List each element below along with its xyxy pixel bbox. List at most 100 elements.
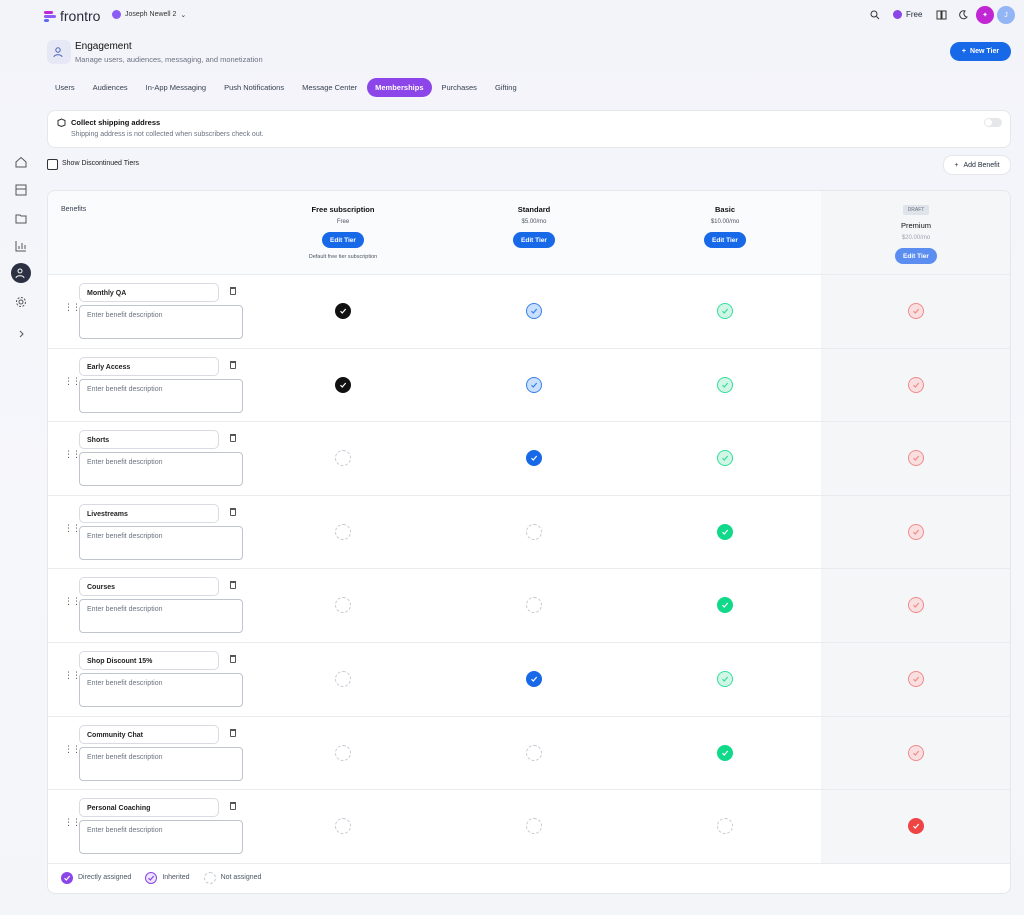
benefit-inherited[interactable] bbox=[908, 744, 924, 761]
benefit-inherited[interactable] bbox=[717, 303, 733, 319]
delete-icon[interactable] bbox=[230, 655, 236, 663]
benefit-inherited[interactable] bbox=[717, 671, 733, 687]
benefit-name-input[interactable]: Courses bbox=[79, 577, 219, 597]
tab[interactable]: Memberships bbox=[367, 78, 432, 97]
drag-handle: ⋮⋮ bbox=[64, 596, 81, 607]
discontinued-checkbox[interactable] bbox=[47, 159, 58, 170]
tier-price: $10.00/mo bbox=[710, 219, 740, 225]
benefit-inherited[interactable] bbox=[526, 376, 542, 393]
tab[interactable]: In-App Messaging bbox=[145, 83, 207, 92]
shipping-toggle[interactable] bbox=[984, 118, 1002, 127]
benefit-direct[interactable] bbox=[717, 523, 733, 540]
layout-icon[interactable] bbox=[15, 184, 27, 196]
delete-icon[interactable] bbox=[230, 728, 236, 737]
tab[interactable]: Push Notifications bbox=[224, 83, 285, 92]
benefit-description-input[interactable]: Enter benefit description bbox=[79, 452, 243, 487]
delete-icon[interactable] bbox=[230, 507, 236, 516]
workspace-switcher[interactable]: Joseph Newell 2 ⌄ bbox=[112, 10, 186, 19]
delete-icon[interactable] bbox=[230, 581, 236, 590]
legend-direct bbox=[61, 871, 73, 884]
benefit-description-input[interactable]: Enter benefit description bbox=[79, 599, 243, 634]
benefit-direct[interactable] bbox=[717, 597, 733, 614]
benefit-name-input[interactable]: Monthly QA bbox=[79, 283, 219, 302]
benefit-description-input[interactable]: Enter benefit description bbox=[79, 673, 243, 707]
check-icon bbox=[913, 603, 920, 609]
benefit-name-input[interactable]: Early Access bbox=[79, 356, 219, 376]
benefit-name-input[interactable]: Livestreams bbox=[79, 503, 219, 523]
edit-tier-button[interactable]: Edit Tier bbox=[322, 232, 364, 248]
benefit-none[interactable] bbox=[335, 744, 351, 761]
chart-icon[interactable] bbox=[15, 240, 27, 252]
delete-icon[interactable] bbox=[230, 802, 236, 811]
benefit-direct[interactable] bbox=[717, 744, 733, 761]
benefit-inherited[interactable] bbox=[908, 376, 924, 393]
benefit-description-input[interactable]: Enter benefit description bbox=[79, 378, 243, 413]
theme-icon[interactable] bbox=[958, 10, 968, 20]
benefit-inherited[interactable] bbox=[908, 597, 924, 614]
user-avatar[interactable]: J bbox=[997, 6, 1015, 24]
new-tier-button[interactable]: + New Tier bbox=[950, 42, 1011, 61]
benefit-direct[interactable] bbox=[526, 671, 542, 687]
benefit-none[interactable] bbox=[335, 450, 351, 467]
folder-icon[interactable] bbox=[15, 212, 27, 224]
tab[interactable]: Message Center bbox=[302, 83, 358, 92]
tier-header: Free subscription Free Edit Tier Default fr… bbox=[263, 191, 423, 274]
docs-icon[interactable] bbox=[936, 10, 947, 20]
benefit-none[interactable] bbox=[335, 818, 351, 835]
benefit-name-input[interactable]: Shop Discount 15% bbox=[79, 651, 219, 670]
benefit-description-input[interactable]: Enter benefit description bbox=[79, 820, 243, 855]
benefit-none[interactable] bbox=[335, 523, 351, 540]
benefit-inherited[interactable] bbox=[908, 450, 924, 467]
benefit-none[interactable] bbox=[526, 744, 542, 761]
tab[interactable]: Users bbox=[55, 83, 75, 92]
benefit-name-input[interactable]: Personal Coaching bbox=[79, 798, 219, 818]
edit-tier-button[interactable]: Edit Tier bbox=[513, 232, 555, 248]
logo[interactable]: frontro bbox=[44, 8, 100, 24]
benefit-name-input[interactable]: Shorts bbox=[79, 430, 219, 450]
tier-price: Free bbox=[336, 219, 350, 225]
benefit-description-input[interactable]: Enter benefit description bbox=[79, 305, 243, 339]
benefit-direct[interactable] bbox=[335, 376, 351, 393]
benefit-direct[interactable] bbox=[335, 303, 351, 319]
benefit-direct[interactable] bbox=[908, 818, 924, 835]
benefit-inherited[interactable] bbox=[717, 450, 733, 467]
benefit-description-input[interactable]: Enter benefit description bbox=[79, 746, 243, 781]
shipping-description: Shipping address is not collected when s… bbox=[71, 131, 264, 138]
benefit-none[interactable] bbox=[526, 818, 542, 835]
benefit-none[interactable] bbox=[526, 523, 542, 540]
benefit-none[interactable] bbox=[717, 818, 733, 835]
edit-tier-button[interactable]: Edit Tier bbox=[895, 248, 937, 264]
home-icon[interactable] bbox=[15, 156, 27, 168]
benefit-name-input[interactable]: Community Chat bbox=[79, 724, 219, 744]
search-icon[interactable] bbox=[870, 10, 880, 20]
engagement-nav-active[interactable] bbox=[11, 263, 31, 283]
benefit-inherited[interactable] bbox=[908, 523, 924, 540]
benefit-none[interactable] bbox=[526, 597, 542, 614]
settings-icon[interactable] bbox=[15, 296, 27, 308]
plan-text: Free bbox=[906, 10, 923, 19]
benefit-direct[interactable] bbox=[526, 450, 542, 467]
benefit-none[interactable] bbox=[335, 671, 351, 687]
tab[interactable]: Audiences bbox=[92, 83, 128, 92]
benefit-inherited[interactable] bbox=[526, 303, 542, 319]
benefit-inherited[interactable] bbox=[717, 376, 733, 393]
benefit-description-input[interactable]: Enter benefit description bbox=[79, 525, 243, 560]
edit-tier-button[interactable]: Edit Tier bbox=[704, 232, 746, 248]
check-icon bbox=[722, 529, 729, 535]
delete-icon[interactable] bbox=[230, 287, 236, 295]
check-path bbox=[531, 308, 538, 314]
check-icon bbox=[913, 308, 920, 314]
tab[interactable]: Gifting bbox=[494, 83, 517, 92]
delete-icon[interactable] bbox=[230, 434, 236, 443]
benefit-inherited[interactable] bbox=[908, 303, 924, 319]
delete-icon[interactable] bbox=[230, 360, 236, 369]
benefit-inherited[interactable] bbox=[908, 671, 924, 687]
tab[interactable]: Purchases bbox=[441, 83, 477, 92]
check-path bbox=[722, 455, 729, 462]
expand-icon[interactable] bbox=[15, 328, 27, 340]
add-benefit-button[interactable]: + Add Benefit bbox=[943, 155, 1011, 175]
plan-badge[interactable]: Free bbox=[893, 10, 922, 19]
app-avatar[interactable]: ✦ bbox=[976, 6, 994, 24]
benefit-none[interactable] bbox=[335, 597, 351, 614]
